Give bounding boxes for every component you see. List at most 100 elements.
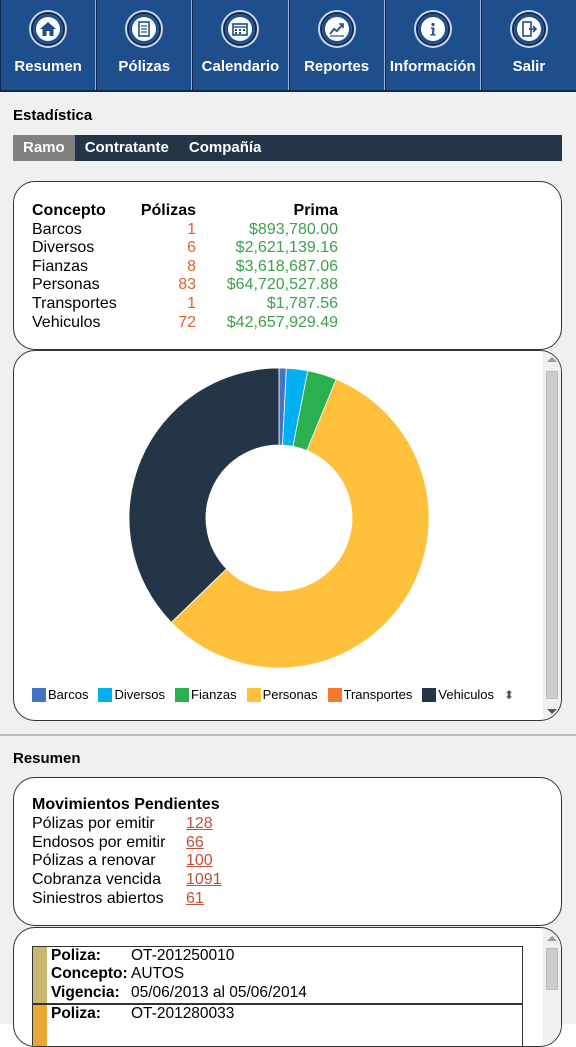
nav-label: Salir <box>512 58 546 75</box>
legend-item-diversos: Diversos <box>98 687 165 702</box>
nav-reportes[interactable]: Reportes <box>288 0 385 90</box>
nav-polizas[interactable]: Pólizas <box>96 0 193 90</box>
row-polizas: 83 <box>178 276 196 294</box>
mov-label: Pólizas a renovar <box>32 852 156 870</box>
top-navigation: Resumen Pólizas Calendario Reportes Info… <box>0 0 576 92</box>
mov-label: Pólizas por emitir <box>32 814 155 832</box>
legend-swatch <box>32 687 46 702</box>
estadistica-tabs: Ramo Contratante Compañía <box>13 135 562 161</box>
poliza-stripe <box>33 1005 47 1046</box>
poliza-stripe <box>33 947 47 1003</box>
mov-link[interactable]: 1091 <box>186 871 222 889</box>
poliza-key: Poliza: <box>51 947 101 964</box>
legend-swatch <box>246 687 261 702</box>
tab-compania[interactable]: Compañía <box>188 139 262 156</box>
row-concepto: Diversos <box>32 239 95 257</box>
mov-label: Cobranza vencida <box>32 871 161 889</box>
nav-label: Reportes <box>304 58 370 75</box>
nav-label: Calendario <box>201 58 280 75</box>
poliza-item[interactable]: Poliza: OT-201280033 <box>32 1004 523 1046</box>
chart-card: Barcos Diversos Fianzas Personas Transportes… <box>13 350 562 721</box>
divider <box>0 734 576 736</box>
row-prima: $3,618,687.06 <box>235 257 338 275</box>
legend-swatch <box>175 687 190 702</box>
legend-swatch <box>422 687 437 702</box>
legend-item-fianzas: Fianzas <box>175 687 237 702</box>
mov-label: Siniestros abiertos <box>32 889 164 907</box>
stats-table: Concepto Pólizas Prima Barcos 1 $893,780… <box>32 202 338 332</box>
poliza-concepto: AUTOS <box>131 965 185 983</box>
nav-label: Pólizas <box>118 58 171 75</box>
chart-scrollbar[interactable] <box>543 351 561 720</box>
tab-contratante[interactable]: Contratante <box>84 139 169 156</box>
row-concepto: Fianzas <box>32 257 89 275</box>
row-prima: $893,780.00 <box>249 220 338 238</box>
row-concepto: Vehiculos <box>32 313 101 331</box>
document-icon <box>127 12 162 46</box>
row-polizas: 1 <box>187 294 196 312</box>
mov-link[interactable]: 61 <box>186 889 204 907</box>
list-item: Cobranza vencida 1091 <box>32 871 222 890</box>
poliza-number: OT-201280033 <box>131 1005 235 1022</box>
slice-personas[interactable] <box>170 378 430 669</box>
mov-label: Endosos por emitir <box>32 833 166 851</box>
table-row: Fianzas 8 $3,618,687.06 <box>32 258 338 277</box>
movimientos-title: Movimientos Pendientes <box>32 796 220 813</box>
tab-ramo[interactable]: Ramo <box>13 135 75 161</box>
legend-swatch <box>98 687 113 702</box>
scroll-thumb[interactable] <box>546 371 558 699</box>
row-prima: $1,787.56 <box>266 294 338 312</box>
nav-label: Información <box>389 58 476 75</box>
row-polizas: 72 <box>178 313 196 331</box>
mov-link[interactable]: 128 <box>186 814 213 832</box>
scroll-up-icon[interactable] <box>547 936 557 941</box>
vigencia-key: Vigencia: <box>51 983 120 1001</box>
row-polizas: 8 <box>187 257 196 275</box>
list-item: Pólizas por emitir 128 <box>32 815 222 834</box>
slice-vehiculos[interactable] <box>128 367 280 623</box>
nav-resumen[interactable]: Resumen <box>0 0 97 90</box>
table-header: Concepto Pólizas Prima <box>32 202 338 221</box>
movimientos-card: Movimientos Pendientes Pólizas por emiti… <box>13 777 562 926</box>
mov-link[interactable]: 66 <box>186 833 204 851</box>
list-item: Endosos por emitir 66 <box>32 834 222 853</box>
nav-informacion[interactable]: Información <box>384 0 481 90</box>
scroll-thumb[interactable] <box>546 948 558 990</box>
poliza-number: OT-201250010 <box>131 947 235 964</box>
row-prima: $64,720,527.88 <box>226 276 338 294</box>
legend-label: Transportes <box>343 687 413 702</box>
table-row: Transportes 1 $1,787.56 <box>32 295 338 314</box>
legend-swatch <box>327 687 342 702</box>
stats-table-card: Concepto Pólizas Prima Barcos 1 $893,780… <box>13 181 562 350</box>
scroll-down-icon[interactable] <box>547 709 557 714</box>
row-concepto: Personas <box>32 276 100 294</box>
mov-link[interactable]: 100 <box>186 852 213 870</box>
row-concepto: Transportes <box>32 294 117 312</box>
legend-label: Vehiculos <box>438 687 495 702</box>
scroll-up-icon[interactable] <box>547 357 557 362</box>
legend-scroll-icon[interactable]: ⬍ <box>504 687 515 702</box>
nav-calendario[interactable]: Calendario <box>192 0 289 90</box>
legend-item-personas: Personas <box>246 687 318 702</box>
polizas-scrollbar[interactable] <box>543 928 561 1046</box>
poliza-body: Poliza: OT-201280033 <box>47 1005 235 1046</box>
main-content: Estadística Ramo Contratante Compañía Co… <box>0 92 576 1047</box>
chart-legend: Barcos Diversos Fianzas Personas Transportes… <box>32 687 514 702</box>
legend-label: Fianzas <box>191 687 237 702</box>
table-row: Barcos 1 $893,780.00 <box>32 221 338 240</box>
nav-salir[interactable]: Salir <box>480 0 576 90</box>
list-item: Siniestros abiertos 61 <box>32 890 222 909</box>
home-icon <box>31 12 66 46</box>
legend-label: Personas <box>262 687 318 702</box>
row-polizas: 6 <box>187 239 196 257</box>
donut-chart <box>128 367 430 669</box>
legend-item-barcos: Barcos <box>32 687 88 702</box>
header-polizas: Pólizas <box>140 202 196 219</box>
poliza-body: Poliza: OT-201250010 Concepto: AUTOS Vigen… <box>47 947 307 1003</box>
table-row: Personas 83 $64,720,527.88 <box>32 276 338 295</box>
row-polizas: 1 <box>187 220 196 238</box>
info-icon <box>415 12 450 46</box>
polizas-list-card: Poliza: OT-201250010 Concepto: AUTOS Vigen… <box>13 927 562 1047</box>
calendar-icon <box>223 12 258 46</box>
poliza-item[interactable]: Poliza: OT-201250010 Concepto: AUTOS Vigen… <box>32 946 523 1004</box>
